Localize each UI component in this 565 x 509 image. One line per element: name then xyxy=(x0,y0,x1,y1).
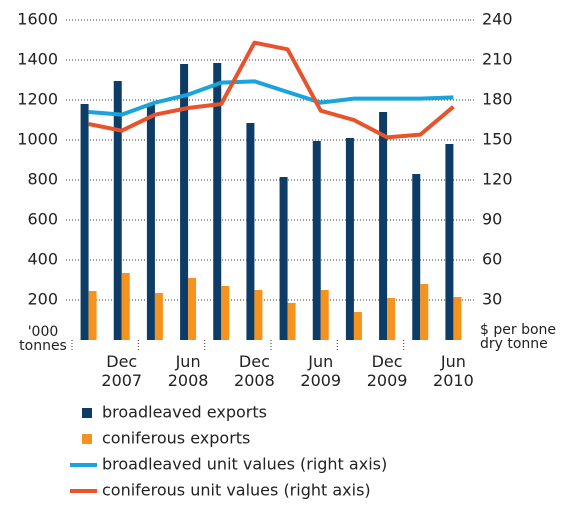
line xyxy=(88,79,454,117)
y-tick-label: 1000 xyxy=(17,130,58,149)
bar xyxy=(146,104,155,340)
x-tick-label: Dec 2008 xyxy=(234,352,275,390)
y-tick-label: 600 xyxy=(27,210,58,229)
x-tick-label: Jun 2009 xyxy=(300,352,342,390)
bar xyxy=(345,138,354,340)
bar xyxy=(279,177,288,340)
y2-tick-label: 120 xyxy=(482,170,513,189)
line xyxy=(88,40,455,140)
bar xyxy=(453,297,462,340)
y2-tick-label: 180 xyxy=(482,90,513,109)
bar xyxy=(287,303,296,340)
bar xyxy=(80,104,89,340)
bar xyxy=(387,298,396,340)
y-tick-label: 400 xyxy=(27,250,58,269)
y2-tick-label: 90 xyxy=(482,210,502,229)
bar xyxy=(353,312,362,340)
legend-label: coniferous unit values (right axis) xyxy=(102,481,371,500)
y-tick-label: 200 xyxy=(27,290,58,309)
x-tick-label: Jun 2008 xyxy=(167,352,209,390)
y-tick-label: 1600 xyxy=(17,10,58,29)
bar xyxy=(154,293,163,340)
x-tick-label: Dec 2007 xyxy=(101,352,143,390)
bar xyxy=(213,63,222,340)
bar xyxy=(312,141,321,340)
legend-label: broadleaved unit values (right axis) xyxy=(102,455,387,474)
y2-tick-label: 210 xyxy=(482,50,513,69)
bar xyxy=(188,278,197,340)
y-tick-label: 1400 xyxy=(17,50,58,69)
x-tick-label: Jun 2010 xyxy=(433,352,474,390)
bar xyxy=(254,290,263,340)
bar xyxy=(88,291,97,340)
legend-swatch xyxy=(82,434,92,444)
y2-tick-label: 60 xyxy=(482,250,502,269)
bar xyxy=(121,273,130,340)
bar xyxy=(113,81,122,340)
y-axis-label: '000 tonnes xyxy=(19,324,67,354)
bar xyxy=(379,112,388,340)
legend-label: broadleaved exports xyxy=(102,403,267,422)
y2-axis-label: $ per bone dry tonne xyxy=(480,322,557,352)
legend-label: coniferous exports xyxy=(102,429,250,448)
bar xyxy=(180,64,189,340)
x-tick-label: Dec 2009 xyxy=(366,352,408,390)
y2-tick-label: 150 xyxy=(482,130,513,149)
y-tick-label: 1200 xyxy=(17,90,58,109)
bar xyxy=(320,290,329,340)
legend-swatch xyxy=(82,408,92,418)
y2-tick-label: 30 xyxy=(482,290,502,309)
bar xyxy=(221,286,230,340)
y-tick-label: 800 xyxy=(27,170,58,189)
bar xyxy=(420,284,429,340)
y2-tick-label: 240 xyxy=(482,10,513,29)
bar xyxy=(412,174,421,340)
bar xyxy=(445,144,454,340)
bar xyxy=(246,123,255,340)
